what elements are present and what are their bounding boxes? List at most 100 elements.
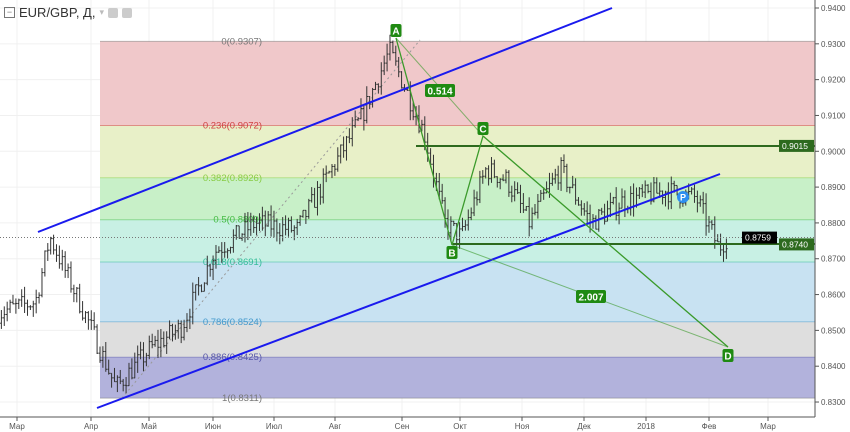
time-axis[interactable]: Мар Апр Май Июн Июл Авг Сен Окт Ноя Дек 2018 Фев Мар: [9, 417, 776, 431]
ohlc-bar: [171, 323, 174, 342]
ohlc-bar: [551, 172, 554, 186]
ohlc-bar: [234, 225, 238, 240]
ohlc-bar: [145, 352, 148, 367]
ohlc-bar: [11, 294, 15, 305]
ohlc-bar: [504, 169, 508, 184]
ohlc-bar: [495, 176, 499, 188]
ohlc-bar: [510, 185, 514, 203]
ohlc-bar: [87, 311, 90, 330]
ohlc-bar: [704, 193, 708, 236]
ohlc-bar: [147, 335, 151, 360]
ohlc-bar: [353, 110, 357, 128]
ohlc-bar: [200, 284, 203, 293]
ohlc-bar: [336, 147, 340, 172]
ohlc-bar: [295, 218, 299, 236]
ohlc-bar: [577, 197, 580, 206]
price-axis[interactable]: 0.9400 0.9300 0.9200 0.9100 0.9000 0.8900 0.88…: [815, 4, 846, 407]
ohlc-bar: [310, 187, 313, 203]
ohlc-bar: [362, 105, 366, 131]
svg-text:D: D: [724, 352, 731, 363]
fibonacci-retracement[interactable]: 0(0.9307) 0.236(0.9072) 0.382(0.8926) 0.5(0…: [100, 36, 815, 404]
ohlc-bar: [501, 174, 505, 182]
y-tick-label: 0.9400: [821, 4, 846, 13]
ohlc-bar: [498, 178, 502, 190]
ohlc-bar: [565, 163, 569, 193]
ohlc-bar: [272, 210, 276, 238]
ohlc-bar: [211, 255, 215, 281]
ohlc-bar: [345, 135, 348, 161]
channel-upper-line[interactable]: [37, 7, 613, 233]
ohlc-bar: [162, 331, 166, 348]
ohlc-bar: [205, 255, 209, 286]
ohlc-bar: [214, 244, 218, 269]
ohlc-bar: [440, 183, 444, 204]
ohlc-bar: [461, 217, 464, 232]
ohlc-bar: [571, 175, 574, 189]
ohlc-bar: [411, 102, 415, 121]
point-b-label[interactable]: B: [446, 246, 458, 260]
fib-level-label: 0.786(0.8524): [203, 317, 262, 328]
ohlc-bar: [304, 209, 308, 224]
svg-text:C: C: [479, 125, 486, 136]
point-a-label[interactable]: A: [390, 24, 402, 38]
ratio-ac-label[interactable]: 0.514: [425, 84, 455, 98]
ohlc-bar: [8, 299, 12, 314]
ohlc-bar: [580, 200, 583, 216]
ohlc-bar: [150, 333, 154, 349]
point-d-label[interactable]: D: [722, 349, 734, 363]
marker-p[interactable]: P: [677, 191, 689, 203]
eye-icon[interactable]: [108, 7, 119, 18]
ohlc-bar: [49, 236, 52, 255]
ohlc-bar: [223, 242, 226, 258]
x-tick-label: Июн: [205, 422, 221, 431]
y-tick-label: 0.8300: [821, 398, 846, 407]
ohlc-bar: [350, 117, 354, 147]
ohlc-bar: [261, 206, 264, 231]
ohlc-bar: [52, 234, 55, 255]
ohlc-bar: [342, 136, 345, 158]
ohlc-bar: [664, 190, 667, 207]
ohlc-bar: [287, 217, 290, 237]
ohlc-bar: [391, 40, 395, 54]
ohlc-bar: [606, 200, 609, 222]
x-tick-label: Сен: [395, 422, 410, 431]
y-tick-label: 0.8600: [821, 291, 846, 300]
ohlc-bar: [243, 212, 247, 243]
ohlc-bar: [394, 45, 398, 66]
y-tick-label: 0.9300: [821, 40, 846, 49]
ohlc-bar: [516, 182, 519, 195]
ohlc-bar: [81, 301, 84, 321]
ohlc-bar: [84, 311, 87, 324]
point-c-label[interactable]: C: [477, 122, 489, 136]
ohlc-bar: [716, 234, 719, 243]
ohlc-bar: [130, 358, 134, 380]
ohlc-bar: [176, 319, 180, 339]
ratio-bd-label[interactable]: 2.007: [576, 290, 606, 304]
svg-text:B: B: [448, 249, 455, 260]
fib-level-label: 0(0.9307): [221, 36, 262, 47]
x-tick-label: Апр: [84, 422, 99, 431]
fib-level-label: 1(0.8311): [222, 393, 262, 404]
chevron-down-icon[interactable]: ▾: [99, 7, 105, 17]
x-tick-label: Фев: [702, 422, 717, 431]
price-label-level-b: 0.8740: [779, 238, 814, 251]
ohlc-bar: [220, 242, 224, 263]
symbol-title[interactable]: EUR/GBP, Д,: [19, 5, 96, 20]
channel-lower-line[interactable]: [96, 173, 721, 409]
gear-icon[interactable]: [122, 7, 133, 18]
ohlc-bar: [69, 261, 73, 293]
ohlc-bar: [95, 324, 99, 355]
ohlc-bar: [136, 345, 139, 373]
ohlc-bar: [519, 184, 522, 214]
minus-square-icon[interactable]: −: [4, 7, 15, 18]
ohlc-bar: [698, 195, 702, 207]
ohlc-bar: [397, 56, 400, 78]
ohlc-bar: [524, 206, 528, 212]
ohlc-bar: [348, 128, 351, 144]
ohlc-bar: [269, 205, 273, 237]
ohlc-bar: [559, 157, 563, 191]
ohlc-bar: [614, 187, 618, 221]
ohlc-bar: [301, 209, 305, 218]
ohlc-bar: [359, 98, 363, 120]
